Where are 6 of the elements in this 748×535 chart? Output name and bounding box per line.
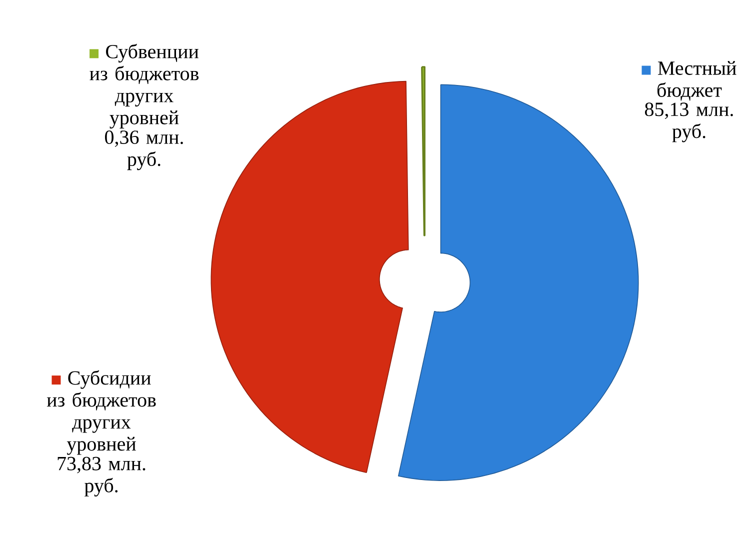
data-label: 0,36 млн. руб. bbox=[105, 130, 183, 170]
legend-label: Субвенции из бюджетов других уровней bbox=[90, 44, 199, 129]
legend-label: Субсидии из бюджетов других уровней bbox=[46, 370, 156, 455]
data-label: 73,83 млн. руб. bbox=[58, 456, 146, 496]
legend-label: Местный бюджет bbox=[657, 61, 736, 101]
data-label: 85,13 млн. руб. bbox=[644, 102, 733, 142]
